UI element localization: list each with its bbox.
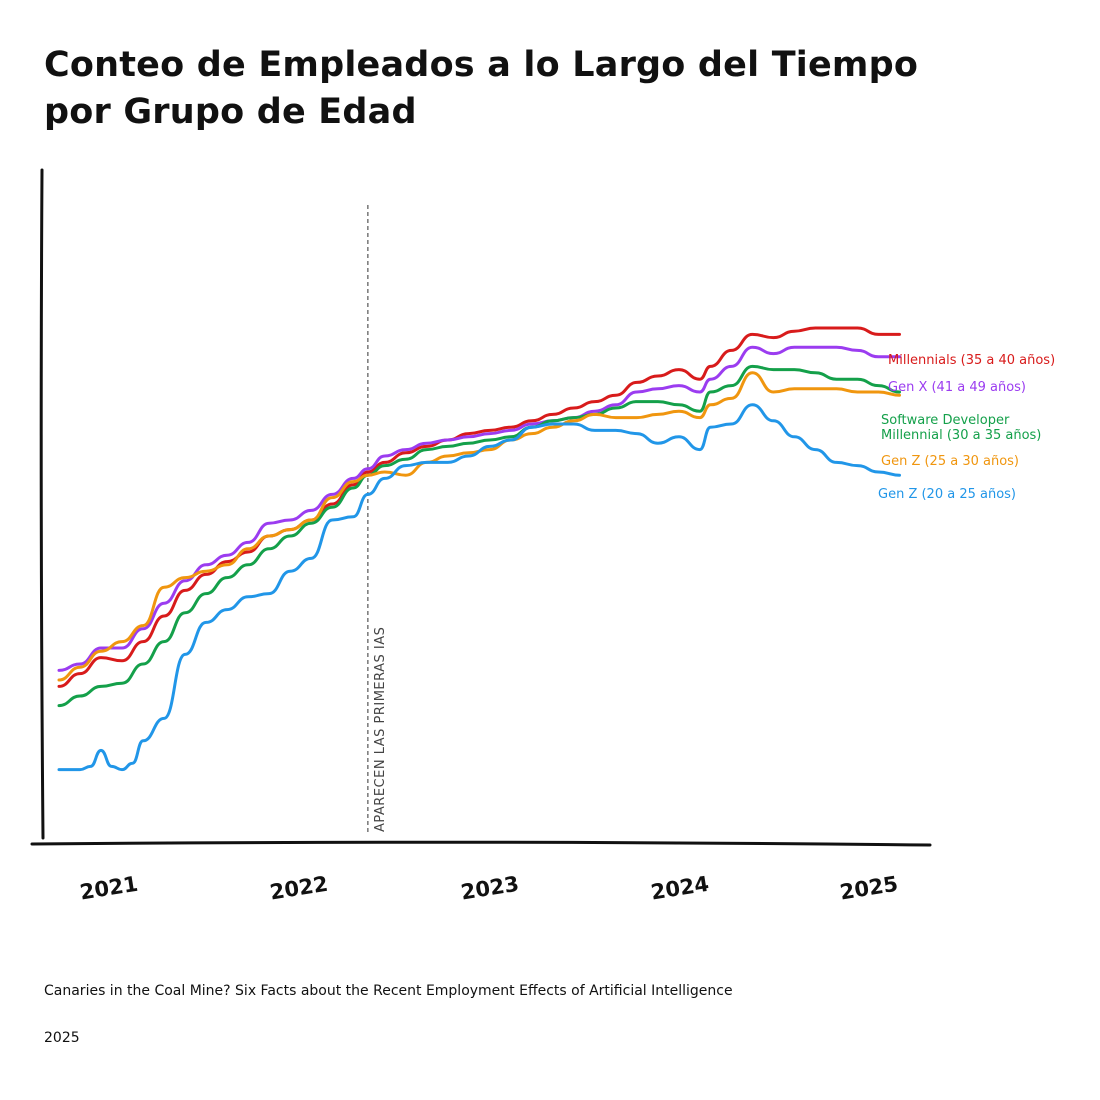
source-year: 2025 (44, 1030, 80, 1046)
annotation-label: APARECEN LAS PRIMERAS IAS (373, 627, 388, 832)
series-labels: Millennials (35 a 40 años) Gen X (41 a 49… (878, 353, 1055, 502)
series-group (57, 326, 901, 772)
x-tick-label-2021: 2021 (78, 872, 139, 905)
x-tick-labels: 2021 2022 2023 2024 2025 (78, 872, 899, 905)
series-line-3 (57, 364, 901, 708)
y-axis-line (39, 168, 45, 840)
source-citation: Canaries in the Coal Mine? Six Facts abo… (44, 983, 733, 999)
series-line-5 (57, 403, 901, 772)
series-label-2: Gen X (41 a 49 años) (888, 380, 1026, 395)
series-line-4 (57, 371, 901, 682)
x-axis-line (30, 840, 932, 847)
axes (30, 168, 932, 847)
series-line-2 (57, 345, 901, 672)
series-line-1 (57, 326, 901, 688)
annotation: APARECEN LAS PRIMERAS IAS (367, 205, 388, 832)
x-tick-label-2024: 2024 (649, 872, 710, 905)
x-tick-label-2025: 2025 (838, 872, 899, 905)
x-tick-label-2023: 2023 (459, 872, 520, 905)
chart-title: Conteo de Empleados a lo Largo del Tiemp… (44, 45, 919, 132)
series-label-1: Millennials (35 a 40 años) (888, 353, 1055, 368)
series-label-4: Gen Z (25 a 30 años) (881, 454, 1019, 469)
x-tick-label-2022: 2022 (268, 872, 329, 905)
series-label-3: Software Developer Millennial (30 a 35 añ… (881, 413, 1041, 443)
series-label-5: Gen Z (20 a 25 años) (878, 487, 1016, 502)
